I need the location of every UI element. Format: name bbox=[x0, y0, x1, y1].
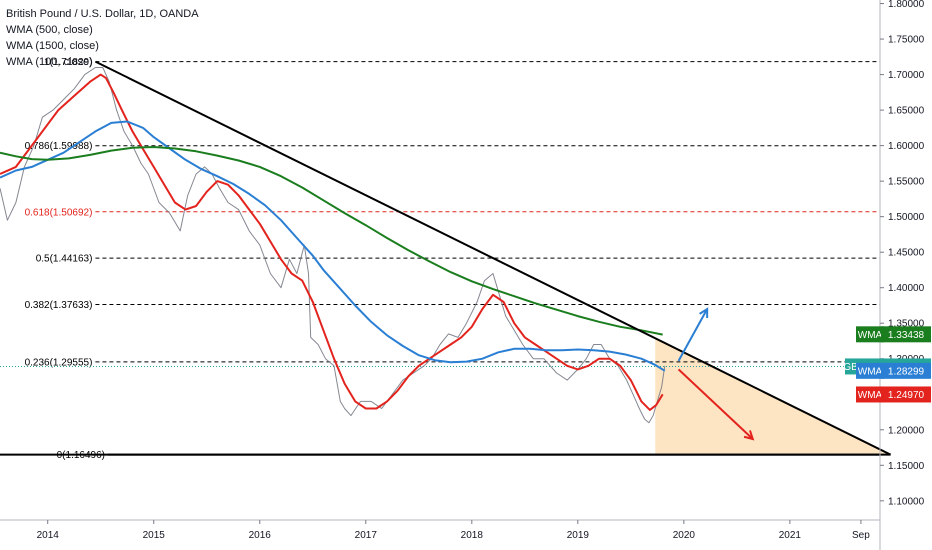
arrow-head-icon bbox=[699, 307, 709, 319]
y-tick-label: 1.60000 bbox=[888, 141, 925, 152]
y-tick-label: 1.10000 bbox=[888, 496, 925, 507]
fib-level-label: 0.618(1.50692) bbox=[25, 207, 93, 218]
chart-legend: British Pound / U.S. Dollar, 1D, OANDA W… bbox=[6, 6, 199, 70]
x-tick-label: 2017 bbox=[355, 530, 378, 541]
projection-arrow[interactable] bbox=[677, 308, 709, 362]
study-label-wma-100[interactable]: WMA (100, close) bbox=[6, 56, 93, 68]
wma-series-line-2 bbox=[0, 120, 666, 372]
series-name-tag bbox=[856, 326, 884, 343]
fib-level-label: 1(1.71829) bbox=[44, 57, 92, 68]
trendline[interactable] bbox=[94, 60, 892, 456]
series-name-tag-label: WMA bbox=[858, 366, 883, 377]
price-value-tag-label: 1.24970 bbox=[888, 390, 925, 401]
y-tick-label: 1.80000 bbox=[888, 0, 925, 10]
y-tick-label: 1.35000 bbox=[888, 319, 925, 330]
x-tick-label: Sep bbox=[852, 530, 870, 541]
x-tick-label: 2019 bbox=[567, 530, 590, 541]
x-tick-label: 2014 bbox=[37, 530, 60, 541]
fib-level-label: 0.786(1.59988) bbox=[25, 141, 93, 152]
x-tick-label: 2016 bbox=[249, 530, 272, 541]
series-group bbox=[0, 67, 880, 424]
price-series-line bbox=[0, 67, 666, 424]
y-tick-label: 1.65000 bbox=[888, 106, 925, 117]
fib-level-label: 0.382(1.37633) bbox=[25, 300, 93, 311]
x-tick-label: 2021 bbox=[779, 530, 802, 541]
price-value-tag-label: 1.33438 bbox=[888, 330, 925, 341]
y-tick-label: 1.55000 bbox=[888, 177, 925, 188]
y-tick-label: 1.70000 bbox=[888, 70, 925, 81]
fib-level-label: 0.5(1.44163) bbox=[36, 254, 93, 265]
x-tick-label: 2015 bbox=[143, 530, 166, 541]
arrow-head-icon bbox=[743, 430, 755, 441]
series-name-tag-label: WMA bbox=[858, 330, 883, 341]
projection-arrow[interactable] bbox=[677, 368, 754, 440]
wma-series-line-1 bbox=[0, 73, 664, 411]
price-value-tag bbox=[881, 326, 931, 343]
price-scale-tags: WMA1.33438GBPUSD1.28916WMA1.28299WMA1.24… bbox=[843, 326, 931, 403]
wma-series-line-3 bbox=[0, 146, 663, 336]
price-value-tag-label: 1.28299 bbox=[888, 366, 925, 377]
y-tick-label: 1.40000 bbox=[888, 283, 925, 294]
x-tick-label: 2018 bbox=[461, 530, 484, 541]
y-tick-label: 1.75000 bbox=[888, 35, 925, 46]
y-tick-label: 1.50000 bbox=[888, 212, 925, 223]
series-name-tag bbox=[856, 362, 884, 379]
series-name-tag bbox=[856, 386, 884, 403]
y-tick-label: 1.45000 bbox=[888, 248, 925, 259]
price-value-tag bbox=[881, 362, 931, 379]
trendlines[interactable] bbox=[0, 60, 892, 456]
study-label-wma-500[interactable]: WMA (500, close) bbox=[6, 24, 93, 36]
chart-title: British Pound / U.S. Dollar, 1D, OANDA bbox=[6, 8, 199, 20]
projection-arrows[interactable] bbox=[677, 307, 755, 441]
price-value-tag bbox=[881, 386, 931, 403]
y-tick-label: 1.20000 bbox=[888, 425, 925, 436]
series-name-tag-label: WMA bbox=[858, 390, 883, 401]
study-label-wma-1500[interactable]: WMA (1500, close) bbox=[6, 40, 99, 52]
y-tick-label: 1.15000 bbox=[888, 461, 925, 472]
fib-level-label: 0.236(1.29555) bbox=[25, 357, 93, 368]
x-tick-label: 2020 bbox=[673, 530, 696, 541]
